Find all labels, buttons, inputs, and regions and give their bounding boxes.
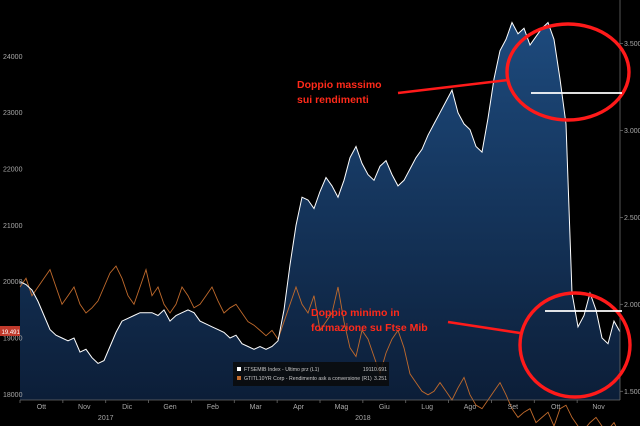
ftse-line xyxy=(19,21,621,364)
right-tick-label: 2.000 xyxy=(624,302,640,309)
annotation-double-bottom-line2: formazione su Ftse Mib xyxy=(311,322,428,334)
legend-label-btp: GTITL10YR Corp - Rendimento ask a conver… xyxy=(244,376,372,382)
legend-swatch-btp xyxy=(237,376,241,380)
annotation-double-top-arrow xyxy=(397,78,509,95)
annotation-double-top-line1: Doppio massimo xyxy=(297,79,382,91)
annotation-double-bottom-arrow xyxy=(447,320,521,335)
annotation-double-top-line2: sui rendimenti xyxy=(297,94,369,106)
x-tick-label: Mag xyxy=(335,404,349,411)
x-tick-label: Giu xyxy=(379,404,390,411)
x-tick-label: Dic xyxy=(122,404,133,411)
legend-swatch-ftse xyxy=(237,367,241,371)
x-tick-label: Nov xyxy=(78,404,91,411)
left-tick-label: 23000 xyxy=(3,110,23,117)
left-axis-ticks: 24000 23000 22000 21000 20000 19000 18000 xyxy=(3,54,23,399)
legend: FTSEMIB Index - Ultimo prz (L1) 19110.69… xyxy=(233,362,389,386)
x-year-label: 2018 xyxy=(355,415,371,422)
left-tick-label: 24000 xyxy=(3,54,23,61)
legend-value-btp: 3.251 xyxy=(374,376,387,382)
right-tick-label: 3.000 xyxy=(624,128,640,135)
annotation-double-top: Doppio massimo sui rendimenti xyxy=(297,22,631,122)
left-tick-label: 20000 xyxy=(3,279,23,286)
right-tick-label: 3.500 xyxy=(624,41,640,48)
ftse-area xyxy=(20,22,620,400)
left-tick-label: 22000 xyxy=(3,167,23,174)
annotation-double-top-circle xyxy=(505,22,631,122)
annotation-double-bottom-line1: Doppio minimo in xyxy=(311,307,400,319)
annotation-double-bottom: Doppio minimo in formazione su Ftse Mib xyxy=(311,291,632,399)
x-tick-label: Set xyxy=(508,404,519,411)
btp-yield-line xyxy=(19,265,617,426)
plot-area xyxy=(19,21,621,426)
legend-value-ftse: 19110.691 xyxy=(363,367,387,373)
x-tick-label: Mar xyxy=(250,404,263,411)
x-axis-ticks: Ott Nov Dic Gen Feb Mar Apr Mag Giu Lug Ago Set Ott N… xyxy=(19,400,605,422)
left-tick-label: 21000 xyxy=(3,223,23,230)
last-value-badge-text: 19,491 xyxy=(2,330,21,336)
x-tick-label: Lug xyxy=(421,404,433,411)
x-year-label: 2017 xyxy=(98,415,114,422)
x-tick-label: Ott xyxy=(551,404,560,411)
right-tick-label: 2.500 xyxy=(624,215,640,222)
last-value-badge: 19,491 xyxy=(0,326,21,336)
right-axis-ticks: 3.500 3.000 2.500 2.000 1.500 xyxy=(620,41,640,396)
x-tick-label: Feb xyxy=(207,404,219,411)
right-tick-label: 1.500 xyxy=(624,389,640,396)
left-tick-label: 19000 xyxy=(3,336,23,343)
legend-label-ftse: FTSEMIB Index - Ultimo prz (L1) xyxy=(244,367,320,373)
x-tick-label: Nov xyxy=(592,404,605,411)
x-tick-label: Ott xyxy=(37,404,46,411)
last-value-badge-box xyxy=(0,326,20,336)
x-tick-label: Ago xyxy=(464,404,477,411)
left-tick-label: 18000 xyxy=(3,392,23,399)
annotation-double-bottom-circle xyxy=(518,291,632,399)
x-tick-label: Apr xyxy=(293,404,305,411)
legend-box xyxy=(233,362,389,386)
x-tick-label: Gen xyxy=(163,404,176,411)
